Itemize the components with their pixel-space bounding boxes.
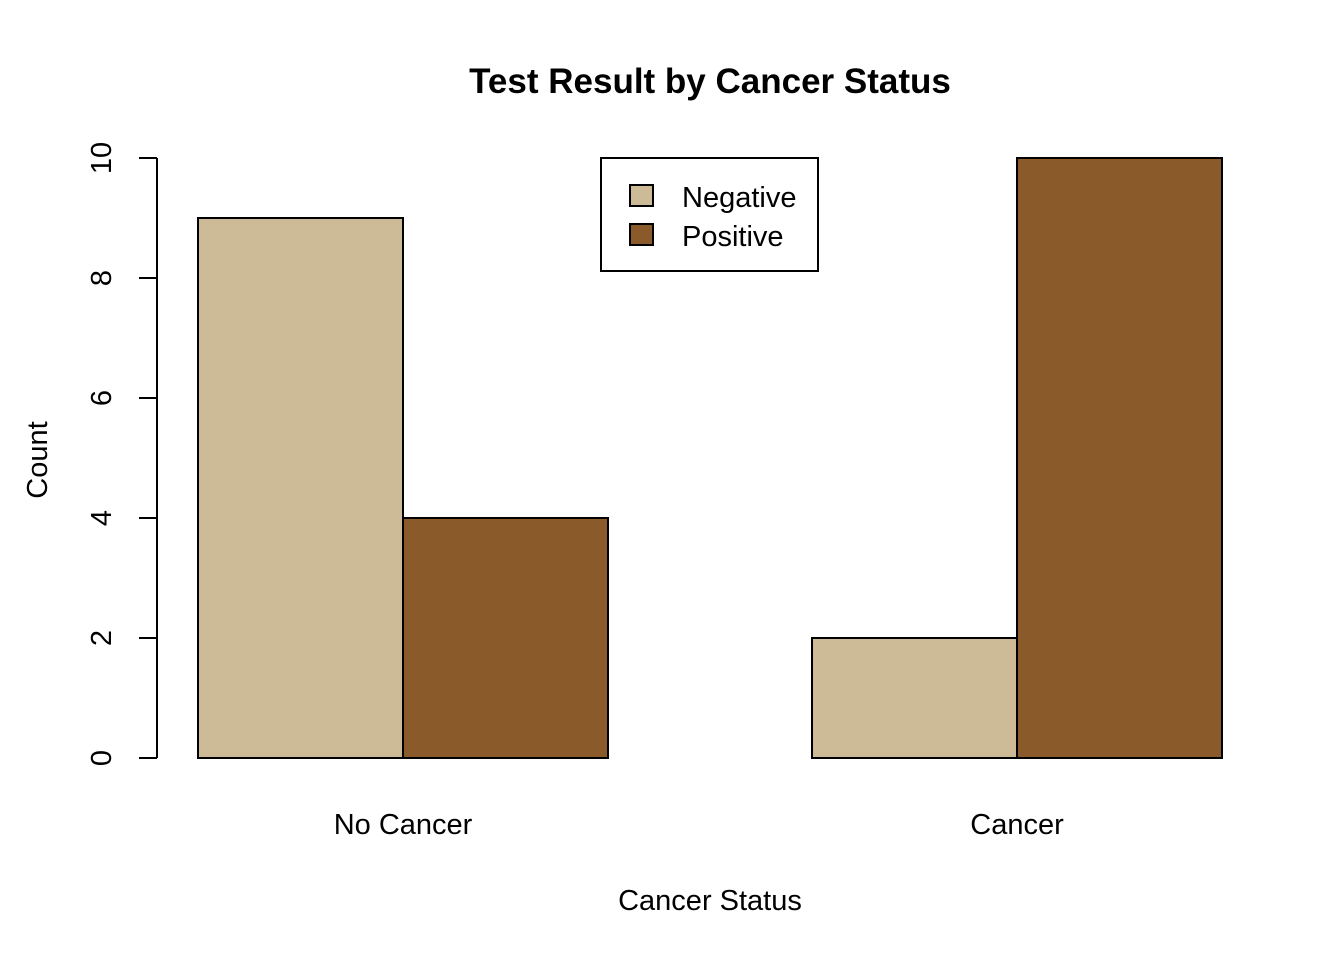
bar-negative-cancer <box>811 637 1018 759</box>
legend-swatch-negative <box>629 184 654 207</box>
legend-swatch-positive <box>629 223 654 246</box>
x-axis-label: Cancer Status <box>618 885 802 917</box>
y-axis: 0 2 4 6 8 10 <box>86 142 158 766</box>
y-tick-label: 10 <box>86 142 118 174</box>
bar-positive-cancer <box>1016 157 1223 759</box>
chart-title: Test Result by Cancer Status <box>469 62 951 101</box>
y-tick-label: 6 <box>86 390 118 406</box>
bar-negative-no-cancer <box>197 217 404 759</box>
x-axis: No Cancer Cancer <box>334 809 1064 841</box>
x-category-label: Cancer <box>970 809 1064 841</box>
bar-positive-no-cancer <box>402 517 609 759</box>
legend-label-negative: Negative <box>682 182 796 214</box>
bars-group <box>197 157 1223 759</box>
y-tick-label: 2 <box>86 630 118 646</box>
legend: Negative Positive <box>600 157 819 272</box>
y-axis-label: Count <box>22 421 54 498</box>
y-tick-label: 8 <box>86 270 118 286</box>
y-tick-label: 4 <box>86 510 118 526</box>
legend-box <box>600 157 819 272</box>
legend-label-positive: Positive <box>682 221 784 253</box>
x-category-label: No Cancer <box>334 809 473 841</box>
y-tick-label: 0 <box>86 750 118 766</box>
